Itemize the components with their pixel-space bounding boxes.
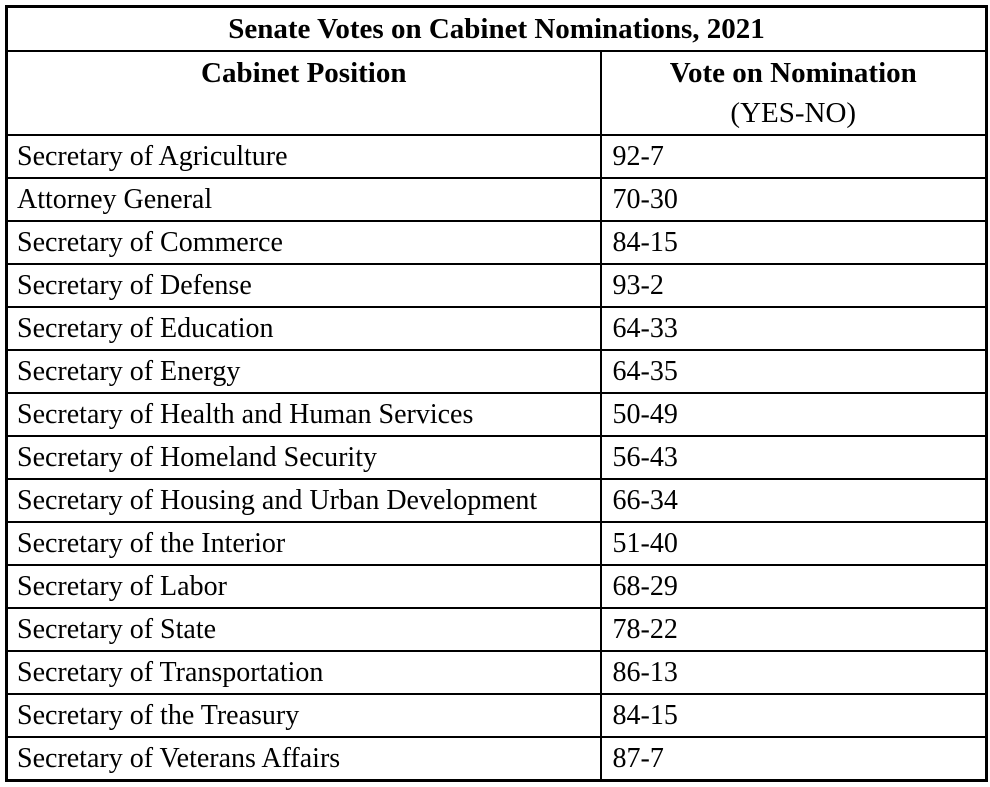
table-header-row: Cabinet Position Vote on Nomination (YES…	[5, 50, 988, 136]
table-body: Secretary of Agriculture 92-7 Attorney G…	[5, 134, 988, 782]
table-row: Secretary of Transportation 86-13	[5, 650, 988, 695]
cell-vote: 51-40	[599, 521, 988, 566]
table-row: Secretary of Defense 93-2	[5, 263, 988, 308]
table-row: Secretary of the Treasury 84-15	[5, 693, 988, 738]
cell-vote: 84-15	[599, 693, 988, 738]
cell-vote: 84-15	[599, 220, 988, 265]
cell-vote: 50-49	[599, 392, 988, 437]
cell-vote: 64-35	[599, 349, 988, 394]
cell-cabinet-position: Secretary of the Treasury	[5, 693, 602, 738]
cell-vote: 78-22	[599, 607, 988, 652]
cell-cabinet-position: Secretary of Agriculture	[5, 134, 602, 179]
cell-cabinet-position: Secretary of Veterans Affairs	[5, 736, 602, 782]
table-row: Secretary of Energy 64-35	[5, 349, 988, 394]
cell-cabinet-position: Secretary of Education	[5, 306, 602, 351]
cell-cabinet-position: Secretary of State	[5, 607, 602, 652]
cell-cabinet-position: Secretary of Energy	[5, 349, 602, 394]
table-row: Secretary of the Interior 51-40	[5, 521, 988, 566]
cell-cabinet-position: Secretary of Homeland Security	[5, 435, 602, 480]
cell-vote: 92-7	[599, 134, 988, 179]
cell-cabinet-position: Secretary of Health and Human Services	[5, 392, 602, 437]
table-title: Senate Votes on Cabinet Nominations, 202…	[5, 5, 988, 52]
table-row: Secretary of Education 64-33	[5, 306, 988, 351]
table-row: Secretary of Housing and Urban Developme…	[5, 478, 988, 523]
table-row: Secretary of Commerce 84-15	[5, 220, 988, 265]
cell-cabinet-position: Secretary of Housing and Urban Developme…	[5, 478, 602, 523]
cell-vote: 56-43	[599, 435, 988, 480]
cell-cabinet-position: Secretary of Commerce	[5, 220, 602, 265]
cell-vote: 64-33	[599, 306, 988, 351]
table-row: Secretary of State 78-22	[5, 607, 988, 652]
column-header-vote-subtitle: (YES-NO)	[730, 97, 857, 129]
cell-vote: 68-29	[599, 564, 988, 609]
cell-vote: 66-34	[599, 478, 988, 523]
table-row: Secretary of Labor 68-29	[5, 564, 988, 609]
table-row: Attorney General 70-30	[5, 177, 988, 222]
cell-cabinet-position: Secretary of Labor	[5, 564, 602, 609]
cell-vote: 86-13	[599, 650, 988, 695]
cell-vote: 70-30	[599, 177, 988, 222]
table-title-row: Senate Votes on Cabinet Nominations, 202…	[5, 5, 988, 52]
cell-cabinet-position: Secretary of Defense	[5, 263, 602, 308]
cell-vote: 93-2	[599, 263, 988, 308]
senate-votes-table: Senate Votes on Cabinet Nominations, 202…	[5, 5, 988, 782]
column-header-cabinet-position: Cabinet Position	[5, 50, 602, 136]
cell-cabinet-position: Attorney General	[5, 177, 602, 222]
column-header-vote-main: Vote on Nomination	[669, 57, 917, 89]
cell-cabinet-position: Secretary of Transportation	[5, 650, 602, 695]
table-row: Secretary of Veterans Affairs 87-7	[5, 736, 988, 782]
table-row: Secretary of Homeland Security 56-43	[5, 435, 988, 480]
table-row: Secretary of Health and Human Services 5…	[5, 392, 988, 437]
cell-vote: 87-7	[599, 736, 988, 782]
table-row: Secretary of Agriculture 92-7	[5, 134, 988, 179]
cell-cabinet-position: Secretary of the Interior	[5, 521, 602, 566]
column-header-vote-on-nomination: Vote on Nomination (YES-NO)	[599, 50, 988, 136]
